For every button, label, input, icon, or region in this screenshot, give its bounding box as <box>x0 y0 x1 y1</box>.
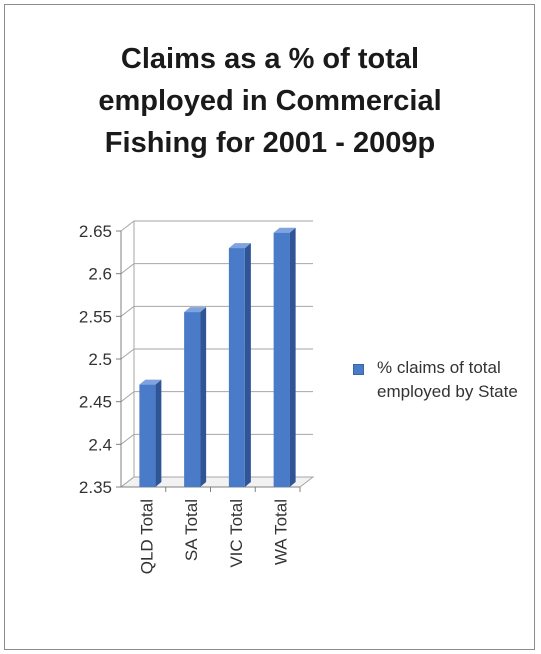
x-tick-label: SA Total <box>182 499 201 561</box>
chart-frame <box>4 4 535 650</box>
gridline-side <box>120 391 135 403</box>
chart-title-line-2: employed in Commercial <box>98 85 442 117</box>
gridline-side <box>120 263 135 275</box>
bar-top <box>184 307 207 313</box>
bar-side <box>244 243 251 487</box>
y-tick-label: 2.5 <box>88 350 112 369</box>
x-tick-label: WA Total <box>272 499 291 565</box>
gridline-side <box>120 433 135 445</box>
gridline-side <box>120 220 135 232</box>
bar-side <box>155 379 162 487</box>
y-tick-label: 2.45 <box>79 393 112 412</box>
y-tick-label: 2.6 <box>88 265 112 284</box>
x-tick-label: VIC Total <box>227 499 246 568</box>
x-tick-label: QLD Total <box>137 499 156 574</box>
bar <box>228 248 245 487</box>
bar-side <box>200 307 207 487</box>
bar-top <box>228 243 251 249</box>
bar-side <box>289 227 296 487</box>
gridline-side <box>120 305 135 317</box>
y-tick-label: 2.35 <box>79 478 112 497</box>
bar <box>184 312 201 487</box>
bar <box>139 384 156 487</box>
y-tick-label: 2.65 <box>79 222 112 241</box>
gridline-side <box>120 348 135 360</box>
y-tick-label: 2.4 <box>88 435 112 454</box>
bar-top <box>139 379 162 385</box>
legend-label: % claims of total employed by State <box>377 358 518 401</box>
chart-title-line-3: Fishing for 2001 - 2009p <box>104 127 436 159</box>
chart-title: Claims as a % of total employed in Comme… <box>40 38 500 164</box>
bar-top <box>273 227 296 233</box>
legend-swatch <box>353 364 364 375</box>
chart-title-line-1: Claims as a % of total <box>120 43 420 75</box>
y-tick-label: 2.55 <box>79 307 112 326</box>
bar <box>273 232 290 487</box>
